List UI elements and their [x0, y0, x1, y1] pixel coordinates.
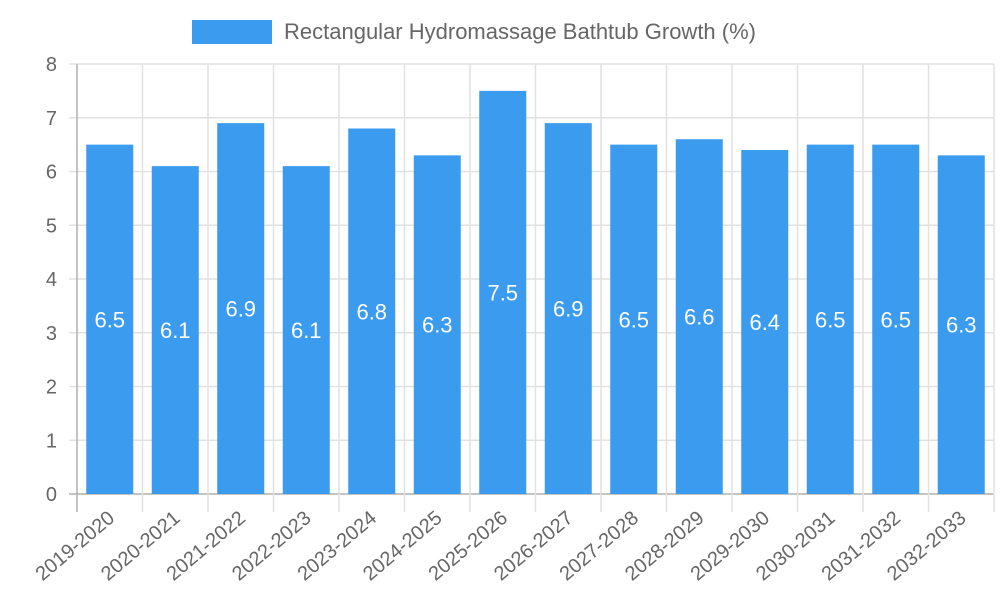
bar[interactable] [937, 155, 985, 494]
bar[interactable] [610, 144, 658, 494]
bar[interactable] [806, 144, 854, 494]
y-tick-label: 3 [46, 323, 57, 345]
bar[interactable] [413, 155, 461, 494]
bar[interactable] [86, 144, 134, 494]
bar-value-label: 6.5 [94, 307, 125, 332]
bar-value-label: 6.5 [815, 307, 846, 332]
bar-value-label: 6.4 [749, 310, 780, 335]
bar-value-label: 6.6 [684, 305, 715, 330]
y-tick-label: 5 [46, 215, 57, 237]
bar-value-label: 6.5 [880, 307, 911, 332]
bar[interactable] [151, 166, 199, 494]
legend-swatch [192, 20, 272, 44]
y-tick-label: 2 [46, 377, 57, 399]
bar-value-label: 6.1 [160, 318, 191, 343]
bar[interactable] [872, 144, 920, 494]
bars [86, 90, 985, 495]
bar[interactable] [348, 128, 396, 495]
bar-value-label: 6.9 [553, 297, 584, 322]
bar[interactable] [479, 90, 527, 494]
bar-value-label: 7.5 [487, 280, 518, 305]
bar-value-label: 6.9 [225, 297, 256, 322]
y-tick-label: 4 [46, 269, 57, 291]
y-tick-label: 6 [46, 162, 57, 184]
bar-value-label: 6.1 [291, 318, 322, 343]
bar-value-label: 6.8 [356, 299, 387, 324]
bar[interactable] [217, 123, 265, 494]
gridlines [69, 63, 995, 512]
bar[interactable] [544, 123, 592, 494]
bar-value-label: 6.5 [618, 307, 649, 332]
y-tick-label: 7 [46, 108, 57, 130]
y-tick-label: 0 [46, 484, 57, 506]
bar-value-label: 6.3 [946, 313, 977, 338]
y-tick-label: 8 [46, 54, 57, 76]
bar-value-label: 6.3 [422, 313, 453, 338]
legend-label: Rectangular Hydromassage Bathtub Growth … [284, 19, 756, 44]
y-tick-label: 1 [46, 430, 57, 452]
legend[interactable]: Rectangular Hydromassage Bathtub Growth … [192, 19, 756, 44]
bar[interactable] [741, 150, 789, 494]
bar[interactable] [675, 139, 723, 494]
bar[interactable] [282, 166, 330, 494]
